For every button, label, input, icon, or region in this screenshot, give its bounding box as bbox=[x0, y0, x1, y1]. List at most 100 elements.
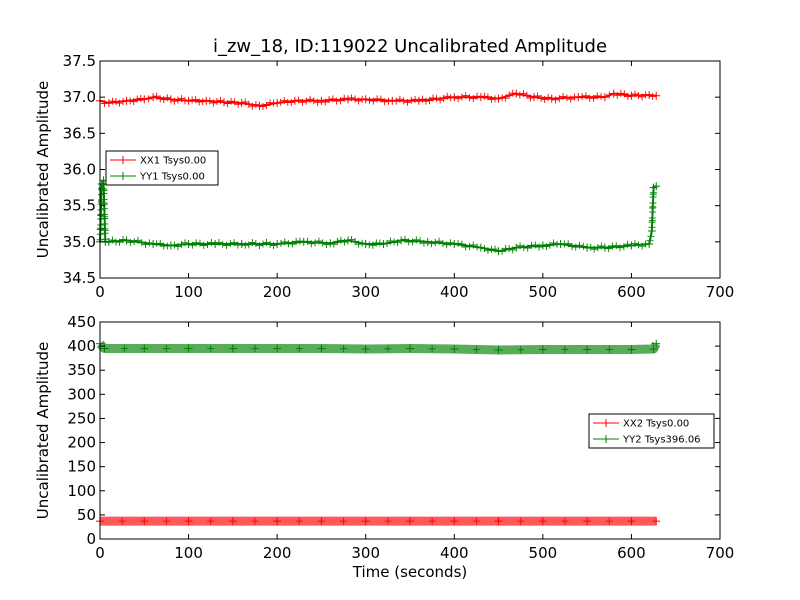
bottom-y-axis-label: Uncalibrated Amplitude bbox=[34, 342, 52, 519]
data-point bbox=[299, 237, 308, 246]
bottom-y-tick-label: 0 bbox=[86, 530, 96, 548]
data-point bbox=[423, 237, 432, 246]
top-legend: XX1 Tsys0.00 YY1 Tsys0.00 bbox=[105, 150, 219, 186]
top-y-tick-label: 37.5 bbox=[63, 52, 96, 70]
data-point bbox=[530, 93, 538, 102]
bottom-y-tick-label: 150 bbox=[67, 458, 96, 476]
data-point bbox=[104, 237, 113, 246]
bottom-plot-area bbox=[96, 339, 661, 526]
data-point bbox=[538, 517, 547, 526]
data-point bbox=[450, 93, 459, 102]
data-point bbox=[317, 344, 326, 353]
legend-entry-yy1: YY1 Tsys0.00 bbox=[110, 172, 205, 183]
data-point bbox=[583, 345, 592, 354]
data-point bbox=[583, 517, 592, 526]
top-y-tick-label: 34.5 bbox=[63, 269, 96, 287]
data-point bbox=[326, 239, 335, 248]
series-yy2 bbox=[96, 339, 661, 355]
data-point bbox=[652, 339, 661, 348]
data-point bbox=[547, 94, 556, 103]
bottom-x-tick-label: 0 bbox=[95, 544, 105, 562]
bottom-y-axis: 0 50 100 150 200 250 300 350 400 450 bbox=[67, 313, 720, 548]
data-point bbox=[237, 98, 246, 107]
data-point bbox=[652, 182, 661, 191]
legend-label: XX2 Tsys0.00 bbox=[623, 419, 689, 430]
data-point bbox=[344, 95, 352, 104]
series-xx1-markers bbox=[100, 89, 657, 111]
data-point bbox=[220, 98, 228, 107]
bottom-legend-box bbox=[588, 413, 715, 449]
bottom-x-tick-label: 400 bbox=[440, 544, 469, 562]
data-point bbox=[184, 344, 193, 353]
series-xx2-markers bbox=[118, 517, 613, 525]
data-point bbox=[627, 345, 636, 354]
top-x-axis: 0 100 200 300 400 500 600 700 bbox=[95, 61, 734, 301]
data-point bbox=[450, 240, 459, 249]
bottom-y-tick-label: 200 bbox=[67, 434, 96, 452]
data-point bbox=[512, 243, 521, 252]
data-point bbox=[149, 93, 158, 102]
bottom-x-tick-label: 100 bbox=[174, 544, 203, 562]
top-x-tick-label: 0 bbox=[95, 283, 105, 301]
data-point bbox=[317, 517, 326, 526]
data-point bbox=[255, 101, 264, 110]
legend-entry-yy2: YY2 Tsys396.06 bbox=[593, 435, 701, 446]
data-point bbox=[237, 240, 246, 249]
data-point bbox=[290, 96, 299, 105]
bottom-x-axis: 0 100 200 300 400 500 600 700 bbox=[95, 322, 734, 562]
data-point bbox=[228, 517, 237, 526]
top-y-tick-label: 35.0 bbox=[63, 233, 96, 251]
data-point bbox=[166, 241, 175, 250]
chart-title: i_zw_18, ID:119022 Uncalibrated Amplitud… bbox=[213, 36, 607, 57]
bottom-x-tick-label: 300 bbox=[351, 544, 380, 562]
data-point bbox=[317, 96, 326, 105]
data-point bbox=[122, 236, 131, 245]
data-point bbox=[228, 344, 237, 353]
top-y-tick-label: 35.5 bbox=[63, 197, 96, 215]
data-point bbox=[538, 345, 547, 354]
data-point bbox=[450, 517, 459, 526]
data-point bbox=[166, 95, 175, 104]
data-point bbox=[627, 91, 636, 100]
bottom-x-tick-label: 500 bbox=[529, 544, 558, 562]
data-point bbox=[361, 240, 370, 249]
data-point bbox=[273, 517, 282, 526]
legend-entry-xx2: XX2 Tsys0.00 bbox=[593, 419, 689, 430]
top-plot-area bbox=[96, 89, 661, 256]
bottom-x-tick-label: 200 bbox=[263, 544, 292, 562]
bottom-y-tick-label: 400 bbox=[67, 337, 96, 355]
data-point bbox=[600, 93, 609, 102]
data-point bbox=[184, 517, 193, 526]
top-y-axis: 34.5 35.0 35.5 36.0 36.5 37.0 37.5 bbox=[63, 52, 720, 287]
top-x-tick-label: 600 bbox=[617, 283, 646, 301]
bottom-plot-frame bbox=[99, 321, 721, 540]
series-xx2 bbox=[96, 516, 661, 526]
top-x-tick-label: 400 bbox=[440, 283, 469, 301]
legend-label: XX1 Tsys0.00 bbox=[140, 156, 206, 167]
data-point bbox=[609, 89, 618, 98]
data-point bbox=[184, 240, 193, 249]
bottom-chart: 0 100 200 300 400 500 600 700 0 50 100 150 200 250 30… bbox=[34, 313, 734, 581]
legend-label: YY1 Tsys0.00 bbox=[139, 172, 205, 183]
data-point bbox=[361, 345, 370, 354]
data-point bbox=[476, 93, 485, 102]
data-point bbox=[494, 517, 503, 526]
bottom-y-tick-label: 300 bbox=[67, 385, 96, 403]
series-yy1-markers bbox=[96, 180, 657, 255]
bottom-y-tick-label: 450 bbox=[67, 313, 96, 331]
top-y-tick-label: 36.0 bbox=[63, 161, 96, 179]
data-point bbox=[140, 344, 149, 353]
top-y-tick-label: 36.5 bbox=[63, 124, 96, 142]
data-point bbox=[344, 236, 352, 245]
data-point bbox=[627, 517, 636, 526]
top-chart: i_zw_18, ID:119022 Uncalibrated Amplitud… bbox=[34, 36, 734, 301]
data-point bbox=[494, 345, 503, 354]
x-axis-label: Time (seconds) bbox=[352, 563, 468, 581]
bottom-x-tick-label: 700 bbox=[706, 544, 735, 562]
top-legend-box bbox=[105, 150, 219, 186]
top-x-tick-label: 700 bbox=[706, 283, 735, 301]
bottom-y-tick-label: 100 bbox=[67, 482, 96, 500]
data-point bbox=[649, 345, 658, 354]
